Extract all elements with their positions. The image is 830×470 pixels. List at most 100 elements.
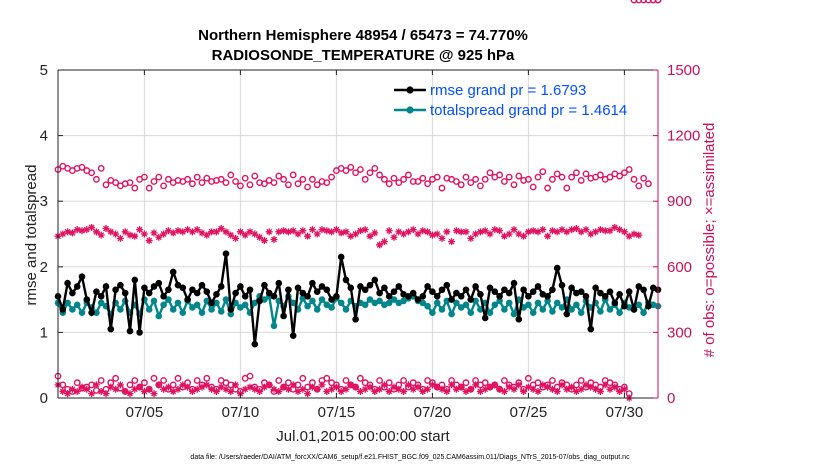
obs-possible-low-series-marker [500, 377, 508, 384]
obs-possible-series-marker [140, 173, 148, 181]
rmse-point [457, 293, 465, 300]
chart-subtitle: RADIOSONDE_TEMPERATURE @ 925 hPa [212, 47, 515, 64]
totalspread-point [501, 306, 508, 313]
obs-possible-series-marker [582, 170, 590, 178]
obs-assimilated-low-series-marker [332, 383, 340, 391]
obs-assimilated-series-marker [491, 226, 499, 234]
totalspread-point [597, 308, 604, 315]
obs-possible-series-marker [573, 169, 580, 177]
obs-assimilated-low-series-marker [256, 387, 264, 395]
totalspread-point [366, 296, 374, 303]
obs-possible-low-series-marker [462, 379, 470, 387]
obs-assimilated-low-series-marker [467, 385, 475, 393]
rmse-point [347, 284, 355, 292]
rmse-point [232, 289, 239, 297]
obs-assimilated-series-marker [505, 230, 513, 238]
rmse-point [361, 286, 369, 294]
obs-assimilated-low-series-marker [246, 383, 254, 391]
obs-assimilated-series [55, 224, 643, 249]
obs-assimilated-low-series-marker [409, 385, 417, 393]
y-tick-label-left: 3 [40, 193, 48, 210]
obs-possible-series-marker [462, 173, 470, 181]
totalspread-point [486, 309, 494, 317]
obs-possible-low-series-marker [525, 374, 532, 382]
obs-assimilated-low-series-marker [304, 390, 312, 398]
obs-assimilated-low-series-marker [587, 383, 595, 391]
rmse-point [587, 325, 595, 333]
obs-assimilated-series-marker [78, 227, 86, 235]
obs-possible-series-marker [328, 173, 335, 181]
obs-assimilated-series-marker [68, 229, 76, 237]
obs-possible-series-marker [645, 180, 652, 188]
obs-assimilated-low-series-marker [107, 383, 115, 391]
obs-assimilated-low-series-marker [500, 387, 508, 395]
legend-marker [406, 86, 414, 94]
obs-assimilated-series-marker [73, 226, 81, 234]
totalspread-point [64, 299, 71, 307]
rmse-point [443, 281, 451, 289]
obs-possible-series-marker [500, 178, 508, 185]
obs-assimilated-series-marker [313, 230, 321, 238]
rmse-point [481, 314, 489, 322]
rmse-point [198, 281, 206, 289]
totalspread-point [222, 296, 230, 303]
rmse-point [505, 289, 513, 297]
obs-assimilated-series-marker [232, 234, 240, 242]
obs-assimilated-series-marker [352, 230, 360, 238]
obs-assimilated-series-marker [256, 233, 264, 241]
obs-possible-series-marker [308, 175, 316, 183]
obs-assimilated-series-marker [217, 225, 225, 233]
obs-assimilated-low-series-marker [145, 385, 153, 393]
totalspread-point [361, 301, 369, 309]
rmse-point [121, 289, 129, 297]
rmse-point [213, 291, 220, 298]
obs-possible-series-marker [280, 175, 287, 183]
rmse-point [409, 289, 417, 297]
x-tick-label: 07/10 [222, 404, 260, 421]
obs-assimilated-low-series-marker [308, 383, 316, 391]
obs-assimilated-series-marker [534, 228, 542, 236]
obs-possible-series-marker [553, 170, 561, 178]
obs-assimilated-low-series-marker [524, 383, 532, 391]
obs-assimilated-low-series-marker [184, 383, 192, 391]
obs-possible-low-series-marker [174, 374, 182, 382]
obs-possible-series-marker [260, 180, 268, 188]
totalspread-point [640, 309, 647, 317]
obs-possible-low-series-marker [654, 0, 662, 4]
rmse-point [73, 283, 81, 290]
plot-area: 07/05 07/10 07/15 07/20 07/25 07/30 0 1 2 3 4 5 0 300… [40, 0, 700, 421]
rmse-point [112, 286, 119, 294]
obs-assimilated-series-marker [260, 237, 268, 245]
obs-assimilated-low-series-marker [64, 390, 72, 398]
rmse-point [251, 340, 259, 348]
obs-possible-series-marker [356, 166, 364, 173]
obs-assimilated-series-marker [601, 227, 609, 235]
obs-possible-series-marker [597, 171, 604, 179]
totalspread-point [467, 309, 475, 317]
obs-assimilated-low-series-marker [481, 385, 489, 393]
obs-possible-series-marker [227, 171, 235, 179]
y-tick-label-right: 1500 [667, 62, 700, 79]
totalspread-point [390, 296, 398, 303]
obs-assimilated-series-marker [112, 230, 120, 238]
rmse-point [270, 293, 278, 300]
obs-possible-low-series-marker [126, 381, 134, 389]
obs-assimilated-series-marker [524, 228, 532, 236]
rmse-point [323, 286, 331, 294]
obs-assimilated-series-marker [404, 228, 412, 236]
totalspread-point [635, 301, 643, 309]
obs-assimilated-low-series-marker [323, 387, 331, 395]
obs-possible-series-marker [525, 175, 532, 183]
rmse-point [577, 288, 585, 296]
rmse-point [376, 289, 383, 297]
obs-assimilated-low-series-marker [73, 387, 81, 395]
rmse-point [472, 283, 479, 290]
obs-assimilated-low-series-marker [222, 385, 230, 393]
rmse-point [246, 286, 254, 294]
totalspread-point [606, 306, 614, 313]
obs-possible-series-marker [203, 174, 211, 182]
obs-assimilated-low-series-marker [193, 385, 201, 393]
totalspread-point [93, 309, 100, 317]
obs-assimilated-series-marker [452, 227, 460, 235]
totalspread-point [424, 302, 431, 310]
